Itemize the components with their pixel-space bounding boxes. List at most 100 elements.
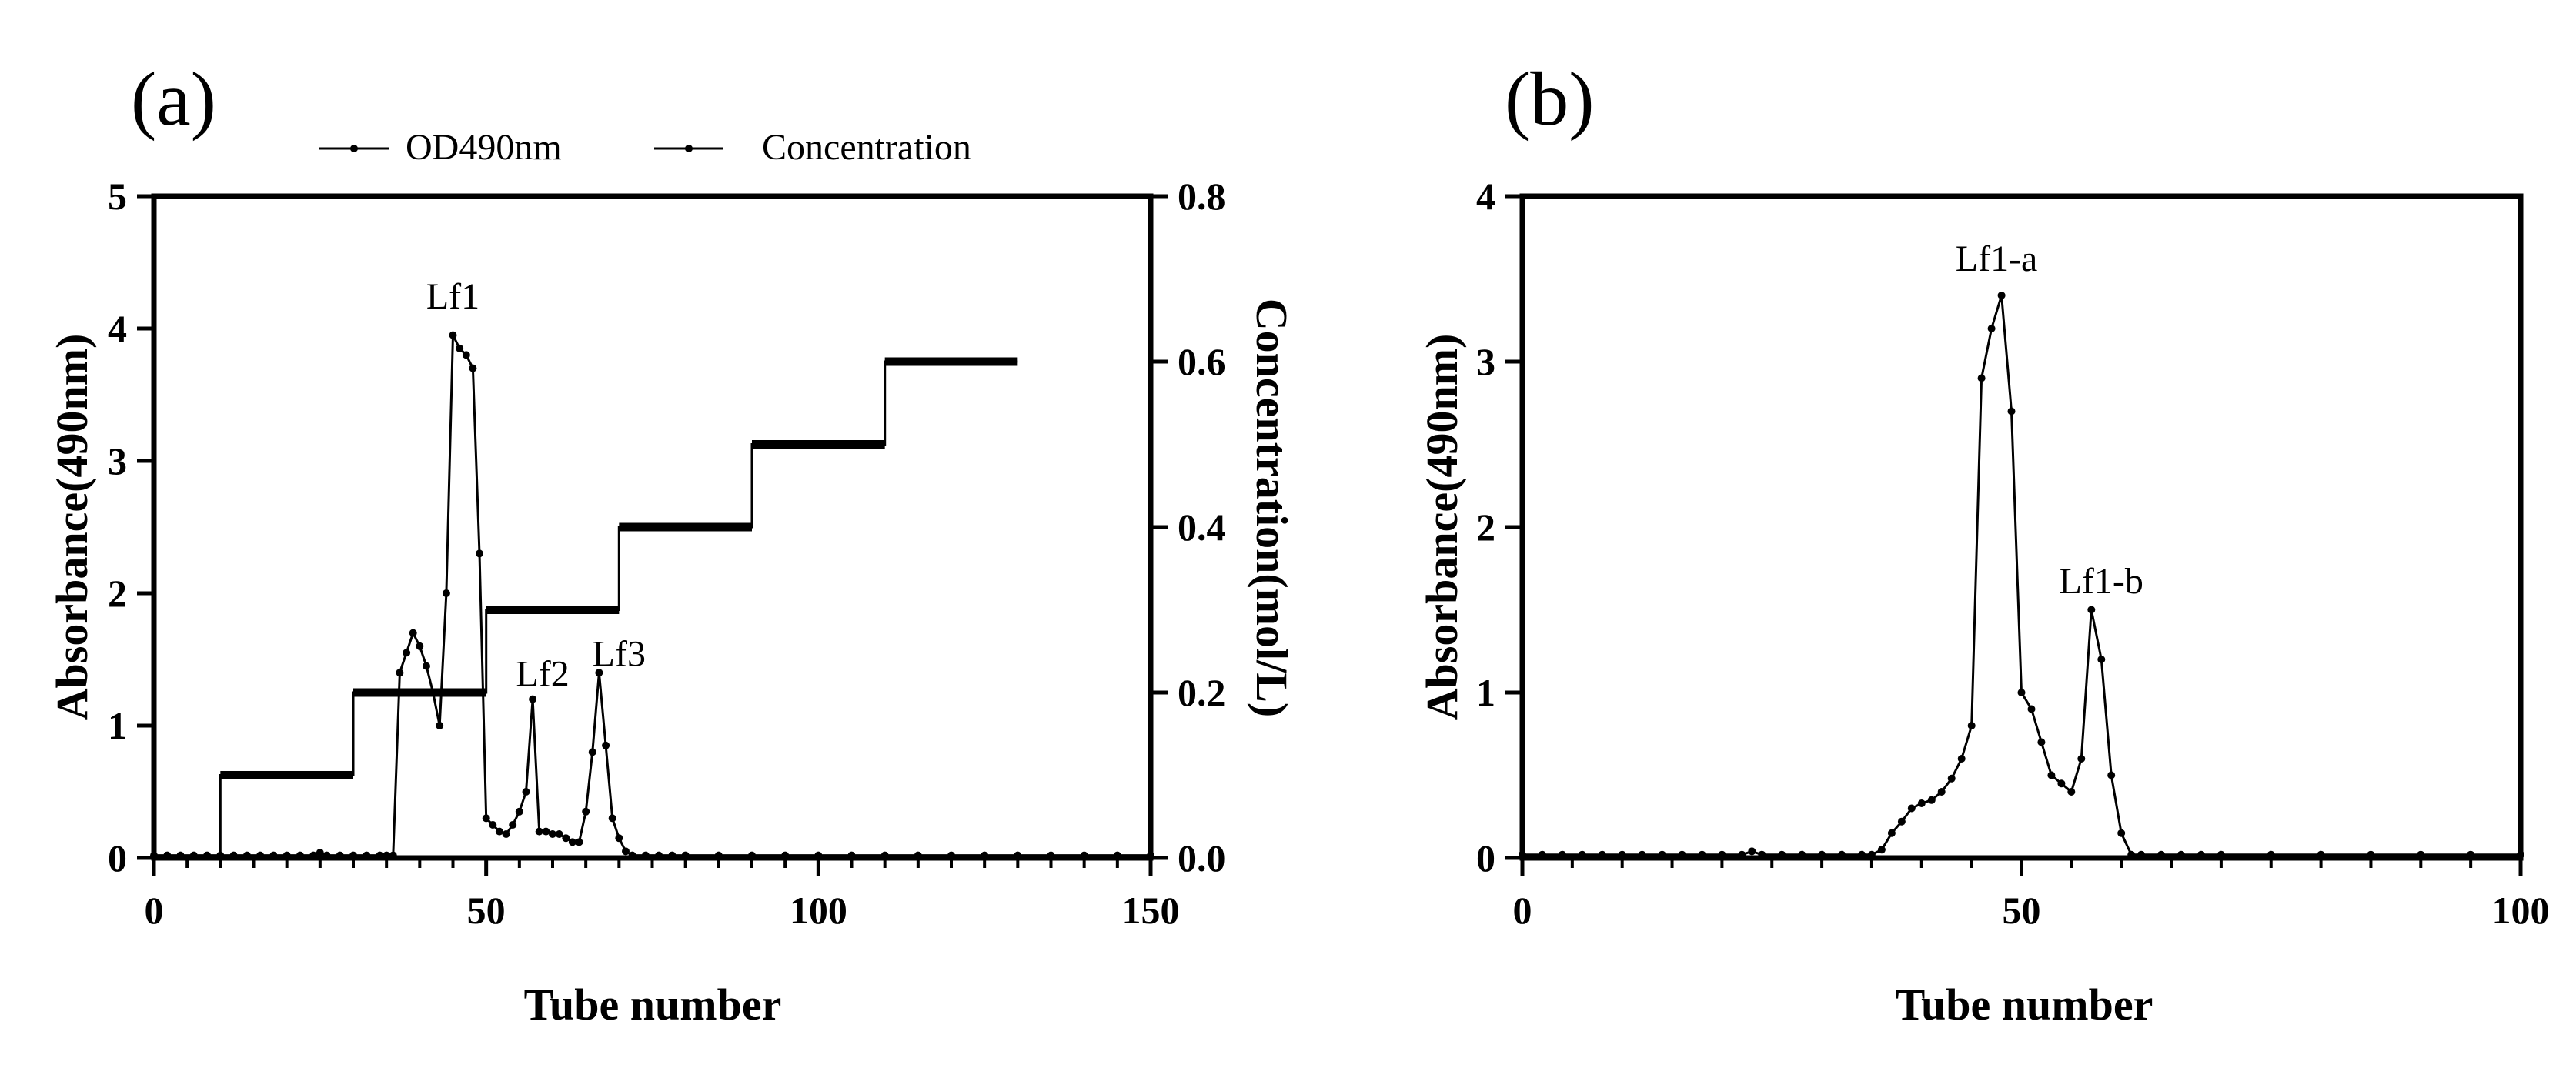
od490-point xyxy=(2157,850,2166,859)
panel-a-label: (a) xyxy=(131,56,216,142)
od490-point xyxy=(515,807,523,816)
od490-point xyxy=(383,851,391,859)
od490-point xyxy=(376,851,384,859)
od490-point xyxy=(1778,850,1786,859)
od490-point xyxy=(1578,850,1586,859)
od490-point xyxy=(1997,292,2006,299)
panel-b-annotations: Lf1-a Lf1-b xyxy=(1956,239,2143,602)
od490-point xyxy=(495,827,503,836)
panel-b-label: (b) xyxy=(1505,56,1595,142)
od490-point xyxy=(456,344,464,352)
od490-point xyxy=(502,830,510,838)
od490-point xyxy=(641,851,650,859)
od490-point xyxy=(568,838,576,846)
od490-point xyxy=(628,851,636,859)
od490-point xyxy=(781,851,790,859)
od490-point xyxy=(582,807,590,816)
od490-point xyxy=(2417,850,2425,859)
y2-tick-label: 0.4 xyxy=(1178,506,1226,549)
od490-point xyxy=(529,695,537,703)
peak-label: Lf2 xyxy=(516,653,569,694)
panel-a-x-axis-title: Tube number xyxy=(524,980,782,1030)
od490-point xyxy=(482,814,490,823)
od490-point xyxy=(363,851,371,859)
od490-point xyxy=(442,589,450,597)
od490-point xyxy=(1917,799,1926,807)
od490-point xyxy=(562,834,570,843)
od490-point xyxy=(2517,850,2524,859)
panel-a-chart: (a) OD490nm Concentration Absorbance(490… xyxy=(47,56,1297,1030)
x-tick-label: 100 xyxy=(2492,889,2550,932)
od490-point xyxy=(1718,850,1726,859)
od490-point xyxy=(588,748,596,756)
y-tick-label: 0 xyxy=(1476,836,1495,879)
od490-point xyxy=(2107,771,2116,779)
panel-a-annotations: Lf1 Lf2 Lf3 xyxy=(426,276,646,694)
od490-point xyxy=(2007,407,2016,416)
od490-line xyxy=(1522,295,2521,856)
peak-label: Lf3 xyxy=(593,634,646,675)
legend-od490-marker xyxy=(350,145,358,152)
od490-point xyxy=(1748,847,1756,856)
od490-point xyxy=(509,821,517,829)
od490-point xyxy=(2077,755,2086,763)
od490-point xyxy=(2117,829,2126,837)
x-tick-label: 150 xyxy=(1122,889,1180,932)
y2-tick-label: 0.6 xyxy=(1178,340,1226,383)
y-tick-label: 0 xyxy=(108,836,127,879)
od490-point xyxy=(389,851,397,859)
peak-label: Lf1-b xyxy=(2060,561,2143,602)
od490-point xyxy=(2127,850,2136,859)
od490-point xyxy=(1738,850,1746,859)
y2-tick-label: 0.2 xyxy=(1178,671,1226,714)
od490-point xyxy=(256,851,265,859)
x-tick-label: 0 xyxy=(145,889,164,932)
od490-point xyxy=(396,669,404,677)
y-tick-label: 4 xyxy=(108,307,127,350)
od490-point xyxy=(2137,850,2146,859)
od490-point xyxy=(2197,850,2205,859)
y-tick-label: 2 xyxy=(1476,506,1495,549)
od490-point xyxy=(1927,796,1936,804)
panel-b-y-axis-title: Absorbance(490nm) xyxy=(1417,334,1467,721)
od490-point xyxy=(602,741,610,749)
y-tick-label: 3 xyxy=(1476,340,1495,383)
od490-point xyxy=(714,851,723,859)
od490-point xyxy=(2267,850,2275,859)
od490-point xyxy=(595,669,603,677)
od490-point xyxy=(681,851,690,859)
od490-point xyxy=(2017,689,2026,696)
od490-point xyxy=(409,629,417,637)
legend-od490-label: OD490nm xyxy=(406,127,562,168)
od490-point xyxy=(1014,851,1022,859)
od490-point xyxy=(436,722,444,729)
od490-point xyxy=(1598,850,1606,859)
od490-point xyxy=(2067,788,2076,796)
od490-point xyxy=(2057,779,2066,788)
od490-point xyxy=(476,549,483,558)
od490-point xyxy=(1618,850,1626,859)
od490-point xyxy=(296,851,304,859)
od490-point xyxy=(242,851,251,859)
od490-point xyxy=(462,351,470,359)
od490-point xyxy=(322,851,331,859)
od490-point xyxy=(1147,851,1154,859)
od490-point xyxy=(2027,705,2036,713)
od490-point xyxy=(309,851,318,859)
od490-point xyxy=(748,851,756,859)
od490-point xyxy=(282,851,291,859)
panel-b-axes: 0 50 100 0 1 2 3 4 xyxy=(1476,175,2550,932)
od490-point xyxy=(1698,850,1706,859)
od490-point xyxy=(1678,850,1686,859)
od490-point xyxy=(615,834,623,843)
od490-point xyxy=(2097,656,2106,663)
od490-point xyxy=(535,827,543,836)
od490-point xyxy=(316,849,324,857)
od490-point xyxy=(2317,850,2325,859)
od490-point xyxy=(522,788,530,796)
panel-a-y2-axis-title: Concentration(mol/L) xyxy=(1247,299,1297,718)
od490-point xyxy=(489,821,497,829)
od490-point xyxy=(449,331,457,339)
od490-point xyxy=(416,642,424,650)
